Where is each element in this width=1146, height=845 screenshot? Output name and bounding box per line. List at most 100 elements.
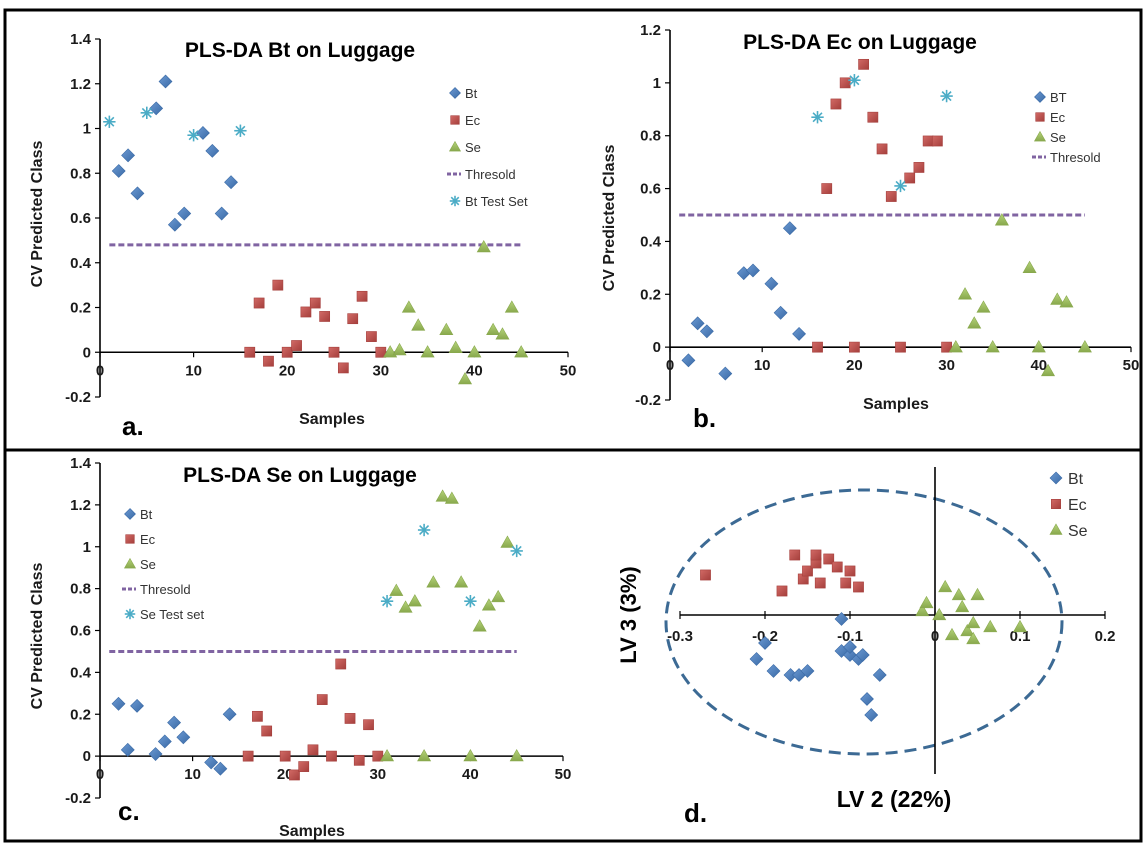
data-point-triangle bbox=[966, 615, 981, 629]
data-point-square bbox=[802, 565, 813, 577]
x-tick-label: 50 bbox=[560, 362, 577, 379]
data-point-triangle bbox=[938, 579, 953, 593]
panel-b-ylabel: CV Predicted Class bbox=[601, 145, 618, 292]
data-point-square bbox=[356, 290, 368, 302]
data-point-square bbox=[810, 549, 822, 561]
data-point-square bbox=[853, 581, 864, 593]
data-point-square bbox=[272, 279, 284, 291]
data-point-square bbox=[353, 754, 365, 766]
x-tick-label: 0 bbox=[666, 357, 674, 374]
data-point-triangle bbox=[380, 749, 395, 762]
data-point-square bbox=[326, 750, 337, 762]
data-point-asterisk bbox=[187, 129, 200, 142]
y-tick-label: 0.4 bbox=[70, 664, 92, 681]
y-tick-label: -0.2 bbox=[635, 392, 661, 409]
data-point-asterisk bbox=[510, 544, 523, 558]
data-point-triangle bbox=[1031, 340, 1046, 353]
data-point-triangle bbox=[985, 340, 1000, 353]
data-point-diamond bbox=[167, 217, 182, 232]
data-point-triangle bbox=[491, 589, 506, 603]
legend-label: Thresold bbox=[465, 167, 516, 182]
data-point-diamond bbox=[749, 652, 764, 666]
legend-asterisk-swatch bbox=[124, 608, 136, 620]
x-tick-label: 50 bbox=[1123, 357, 1140, 374]
legend-label: Bt bbox=[140, 507, 153, 522]
data-point-square bbox=[319, 311, 331, 322]
data-point-triangle bbox=[458, 371, 473, 385]
x-tick-label: 40 bbox=[466, 362, 483, 379]
y-tick-label: 0.2 bbox=[640, 286, 661, 303]
legend-label: Bt bbox=[465, 86, 478, 101]
data-point-asterisk bbox=[848, 74, 861, 87]
data-point-square bbox=[298, 761, 310, 772]
x-tick-label: 20 bbox=[279, 362, 296, 379]
data-point-diamond bbox=[834, 612, 849, 626]
data-point-square bbox=[844, 565, 856, 577]
y-tick-label: 0 bbox=[653, 339, 661, 356]
data-point-triangle bbox=[467, 345, 482, 358]
data-point-diamond bbox=[681, 353, 696, 368]
data-point-square bbox=[840, 577, 852, 589]
data-point-square bbox=[830, 98, 842, 110]
panel-b-xlabel: Samples bbox=[863, 396, 929, 413]
x-tick-label: 10 bbox=[185, 362, 202, 379]
data-point-diamond bbox=[699, 324, 714, 339]
data-point-triangle bbox=[994, 213, 1009, 226]
data-point-square bbox=[858, 58, 869, 70]
legend-label: Bt bbox=[1068, 471, 1084, 488]
x-tick-label: -0.1 bbox=[837, 628, 863, 645]
data-point-triangle bbox=[481, 598, 496, 611]
y-tick-label: 1 bbox=[653, 75, 661, 92]
y-tick-label: -0.2 bbox=[65, 790, 91, 807]
legend-label: Ec bbox=[140, 532, 156, 547]
x-tick-label: 30 bbox=[369, 766, 386, 783]
x-tick-label: 30 bbox=[938, 357, 955, 374]
y-tick-label: 0.6 bbox=[70, 623, 91, 640]
data-point-diamond bbox=[157, 734, 172, 749]
y-tick-label: 0.6 bbox=[70, 210, 91, 227]
data-point-diamond bbox=[843, 640, 857, 654]
data-point-triangle bbox=[401, 300, 416, 313]
panel-d-confidence-ellipse bbox=[664, 488, 1064, 756]
data-point-square bbox=[867, 111, 879, 123]
x-tick-label: 0.2 bbox=[1095, 628, 1116, 645]
panel-c-ylabel: CV Predicted Class bbox=[29, 563, 46, 710]
x-tick-label: 20 bbox=[846, 357, 863, 374]
data-point-triangle bbox=[407, 594, 422, 607]
data-point-square bbox=[885, 191, 897, 202]
data-point-square bbox=[831, 561, 843, 573]
data-point-triangle bbox=[476, 239, 491, 253]
data-point-square bbox=[252, 710, 263, 722]
data-point-triangle bbox=[509, 749, 524, 762]
data-point-triangle bbox=[398, 600, 413, 613]
y-tick-label: 0.2 bbox=[70, 300, 91, 317]
y-tick-label: 1.4 bbox=[70, 31, 92, 48]
x-tick-label: 40 bbox=[462, 766, 479, 783]
data-point-square bbox=[913, 162, 925, 173]
data-point-triangle bbox=[486, 322, 501, 336]
y-tick-label: 1 bbox=[83, 539, 91, 556]
data-point-triangle bbox=[426, 575, 441, 588]
data-point-triangle bbox=[411, 318, 426, 331]
data-point-square bbox=[363, 719, 374, 731]
data-point-square bbox=[789, 549, 801, 561]
panel-d-ylabel: LV 3 (3%) bbox=[616, 566, 641, 663]
data-point-diamond bbox=[224, 175, 238, 190]
y-tick-label: 1 bbox=[83, 121, 91, 138]
legend-label: Se bbox=[1050, 130, 1066, 145]
x-tick-label: 50 bbox=[555, 766, 572, 783]
data-point-triangle bbox=[958, 287, 973, 300]
data-point-square bbox=[281, 346, 293, 358]
data-point-asterisk bbox=[940, 89, 953, 103]
data-point-diamond bbox=[773, 305, 788, 320]
data-point-triangle bbox=[417, 749, 432, 762]
data-point-square bbox=[932, 135, 943, 147]
legend-label: Thresold bbox=[1050, 150, 1101, 165]
x-tick-label: 10 bbox=[754, 357, 771, 374]
data-point-square bbox=[347, 313, 359, 325]
data-point-diamond bbox=[148, 747, 163, 761]
data-point-triangle bbox=[1041, 363, 1056, 377]
data-point-square bbox=[814, 577, 826, 589]
data-point-square bbox=[922, 135, 934, 147]
